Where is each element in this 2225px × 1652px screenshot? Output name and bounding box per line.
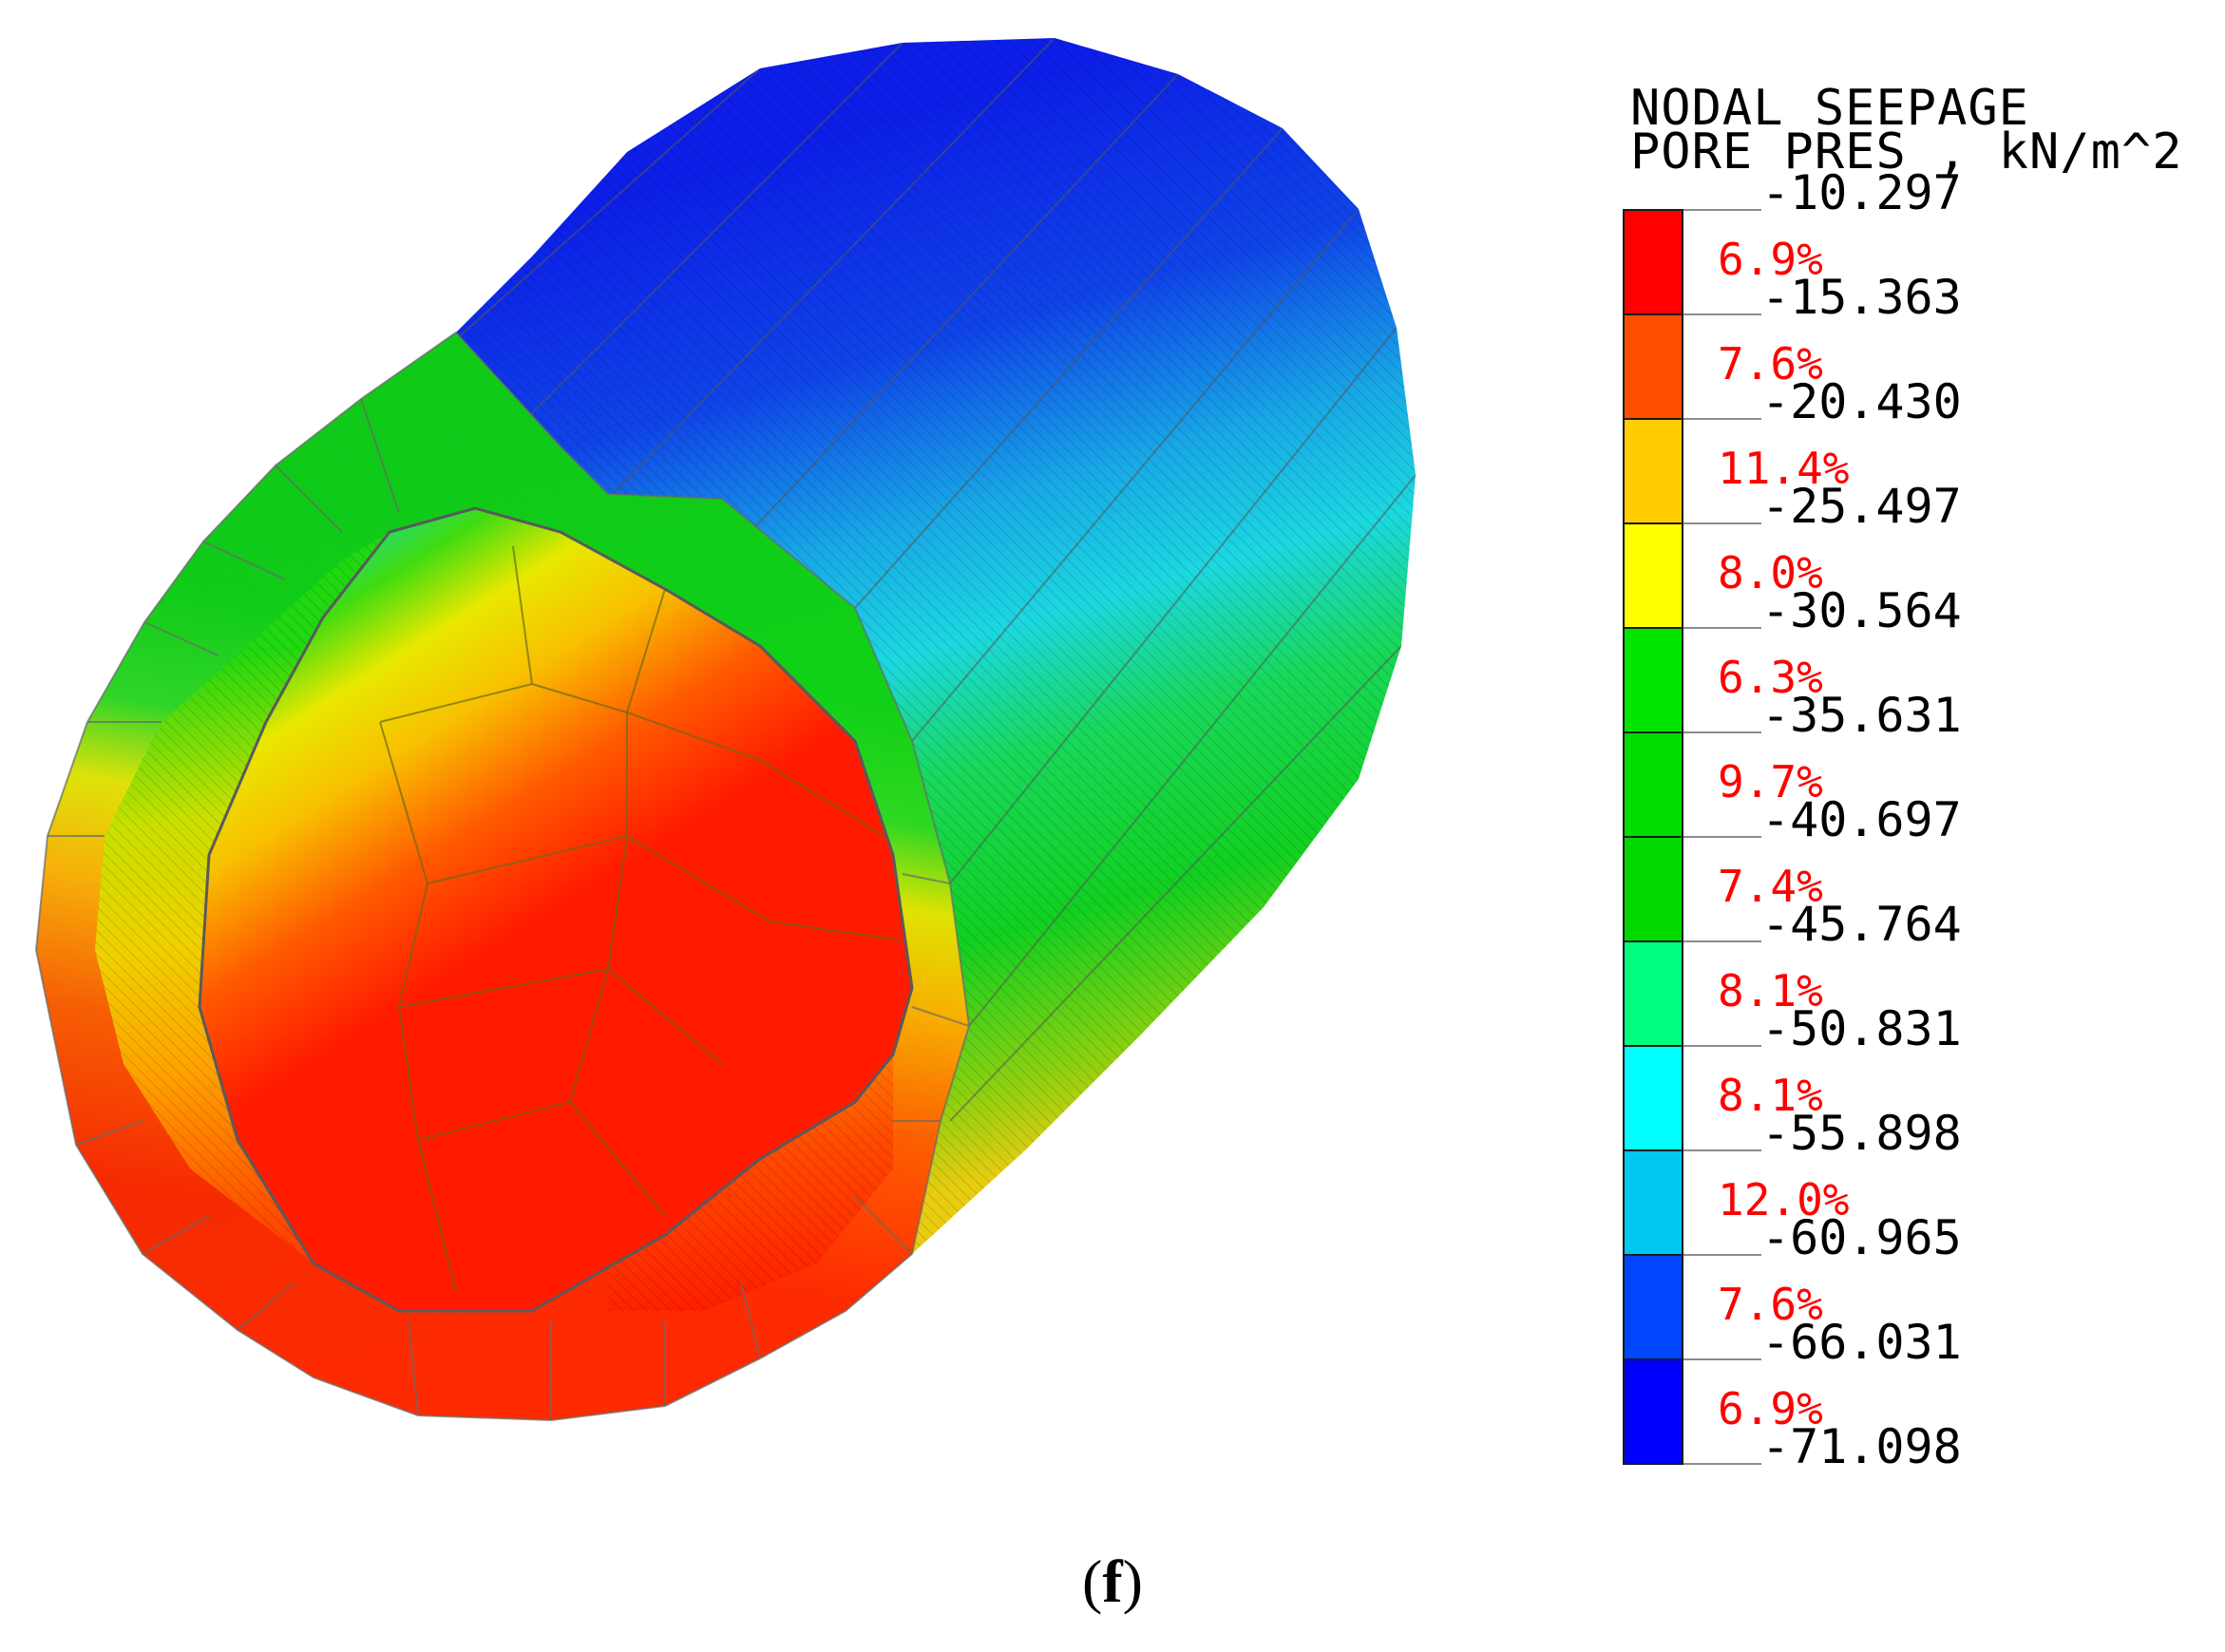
legend-tick-value: -20.430 [1761,374,1962,429]
legend-tick-value: -60.965 [1761,1210,1962,1265]
legend-tick-line [1683,731,1761,733]
legend-tick-line [1683,1463,1761,1465]
legend-tick-line [1683,940,1761,942]
figure-caption: (f) [0,1547,2225,1617]
legend-band-2 [1623,313,1683,420]
legend-tick-value: -40.697 [1761,792,1962,847]
legend-tick-value: -45.764 [1761,897,1962,952]
legend-band-percent: 6.9% [1718,1383,1823,1434]
legend-tick-value: -50.831 [1761,1001,1962,1056]
legend-tick-line [1683,1149,1761,1151]
color-legend: 6.9% 7.6% 11.4% 8.0% 6.3% 9.7% 7.4% 8.1% 8.1% 12.… [1623,169,2050,1471]
caption-letter: f [1102,1548,1123,1615]
legend-tick-value: -71.098 [1761,1419,1962,1474]
legend-tick-line [1683,1045,1761,1047]
legend-tick-line [1683,1254,1761,1256]
caption-close: ) [1122,1548,1143,1615]
legend-title-line-2: PORE PRES , kN/m^2 [1630,123,2183,180]
legend-band-percent: 6.9% [1718,234,1823,285]
legend-band-percent: 7.4% [1718,861,1823,912]
legend-tick-value: -55.898 [1761,1106,1962,1161]
legend-band-10 [1623,1149,1683,1256]
legend-band-12 [1623,1358,1683,1465]
legend-band-6 [1623,731,1683,838]
legend-tick-value: -25.497 [1761,479,1962,534]
legend-band-percent: 7.6% [1718,338,1823,389]
legend-band-9 [1623,1045,1683,1151]
legend-band-percent: 6.3% [1718,652,1823,703]
legend-band-11 [1623,1254,1683,1360]
legend-band-1 [1623,209,1683,315]
legend-tick-value: -15.363 [1761,270,1962,325]
legend-band-5 [1623,627,1683,733]
tunnel-ring-segments [34,331,971,1422]
legend-band-4 [1623,522,1683,629]
legend-band-percent: 11.4% [1718,443,1850,494]
legend-tick-value: -35.631 [1761,688,1962,743]
legend-tick-line [1683,836,1761,838]
caption-open: ( [1082,1548,1103,1615]
legend-tick-value: -10.297 [1761,165,1962,220]
legend-tick-line [1683,1358,1761,1360]
legend-band-percent: 7.6% [1718,1279,1823,1330]
legend-band-percent: 8.1% [1718,965,1823,1016]
legend-tick-value: -66.031 [1761,1315,1962,1370]
legend-tick-value: -30.564 [1761,583,1962,638]
legend-band-percent: 8.0% [1718,547,1823,598]
legend-title-line-1: NODAL SEEPAGE [1630,80,2029,137]
legend-tick-line [1683,418,1761,420]
legend-tick-line [1683,522,1761,524]
legend-band-3 [1623,418,1683,524]
legend-band-8 [1623,940,1683,1047]
legend-tick-line [1683,313,1761,315]
legend-tick-line [1683,209,1761,211]
legend-band-percent: 8.1% [1718,1070,1823,1121]
legend-tick-line [1683,627,1761,629]
legend-band-7 [1623,836,1683,942]
excavation-face [198,506,914,1313]
legend-band-percent: 9.7% [1718,756,1823,807]
legend-band-percent: 12.0% [1718,1174,1850,1225]
